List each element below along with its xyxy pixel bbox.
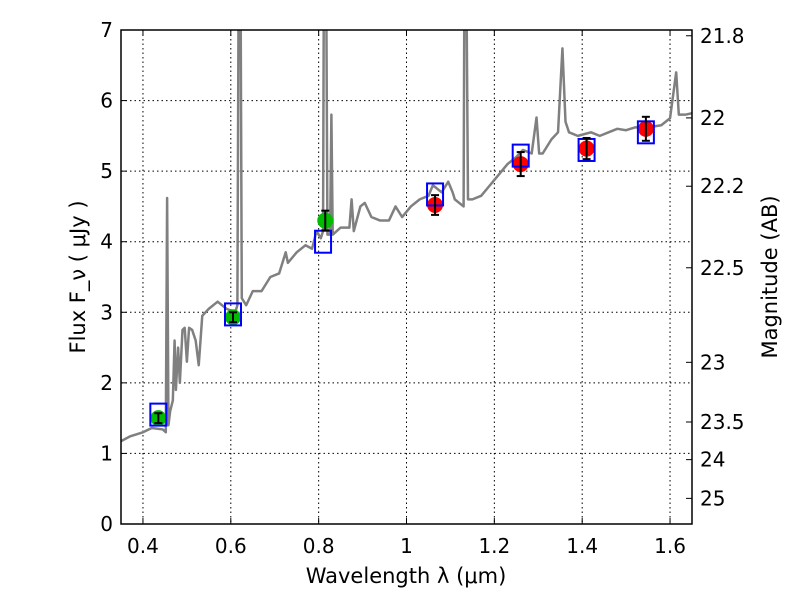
x-tick-label: 1.6 [654,534,686,558]
right-tick-label: 22 [700,106,725,130]
right-tick-label: 23.5 [700,410,745,434]
right-tick-label: 21.8 [700,24,745,48]
right-tick-label: 25 [700,486,725,510]
y-tick-label: 4 [100,230,113,254]
x-tick-label: 0.6 [215,534,247,558]
right-tick-label: 22.2 [700,174,745,198]
y-axis-label: Flux F_ν ( μJy ) [66,200,91,353]
x-tick-label: 1 [400,534,413,558]
x-tick-label: 1.2 [478,534,510,558]
right-axis-label: Magnitude (AB) [758,195,782,358]
spectrum-line [121,30,692,443]
y-tick-label: 5 [100,159,113,183]
x-tick-label: 0.8 [303,534,335,558]
right-tick-label: 23 [700,350,725,374]
grid [121,30,692,524]
plot-series [121,30,692,443]
model-point [224,302,243,327]
y-tick-label: 7 [100,18,113,42]
right-tick-label: 24 [700,448,725,472]
y-tick-label: 6 [100,89,113,113]
y-tick-label: 3 [100,300,113,324]
x-tick-label: 0.4 [127,534,159,558]
x-axis-label: Wavelength λ (μm) [306,564,507,588]
y-tick-label: 0 [100,512,113,536]
right-tick-label: 22.5 [700,256,745,280]
x-tick-label: 1.4 [566,534,598,558]
model-point [149,402,168,427]
y-tick-label: 2 [100,371,113,395]
y-tick-label: 1 [100,441,113,465]
